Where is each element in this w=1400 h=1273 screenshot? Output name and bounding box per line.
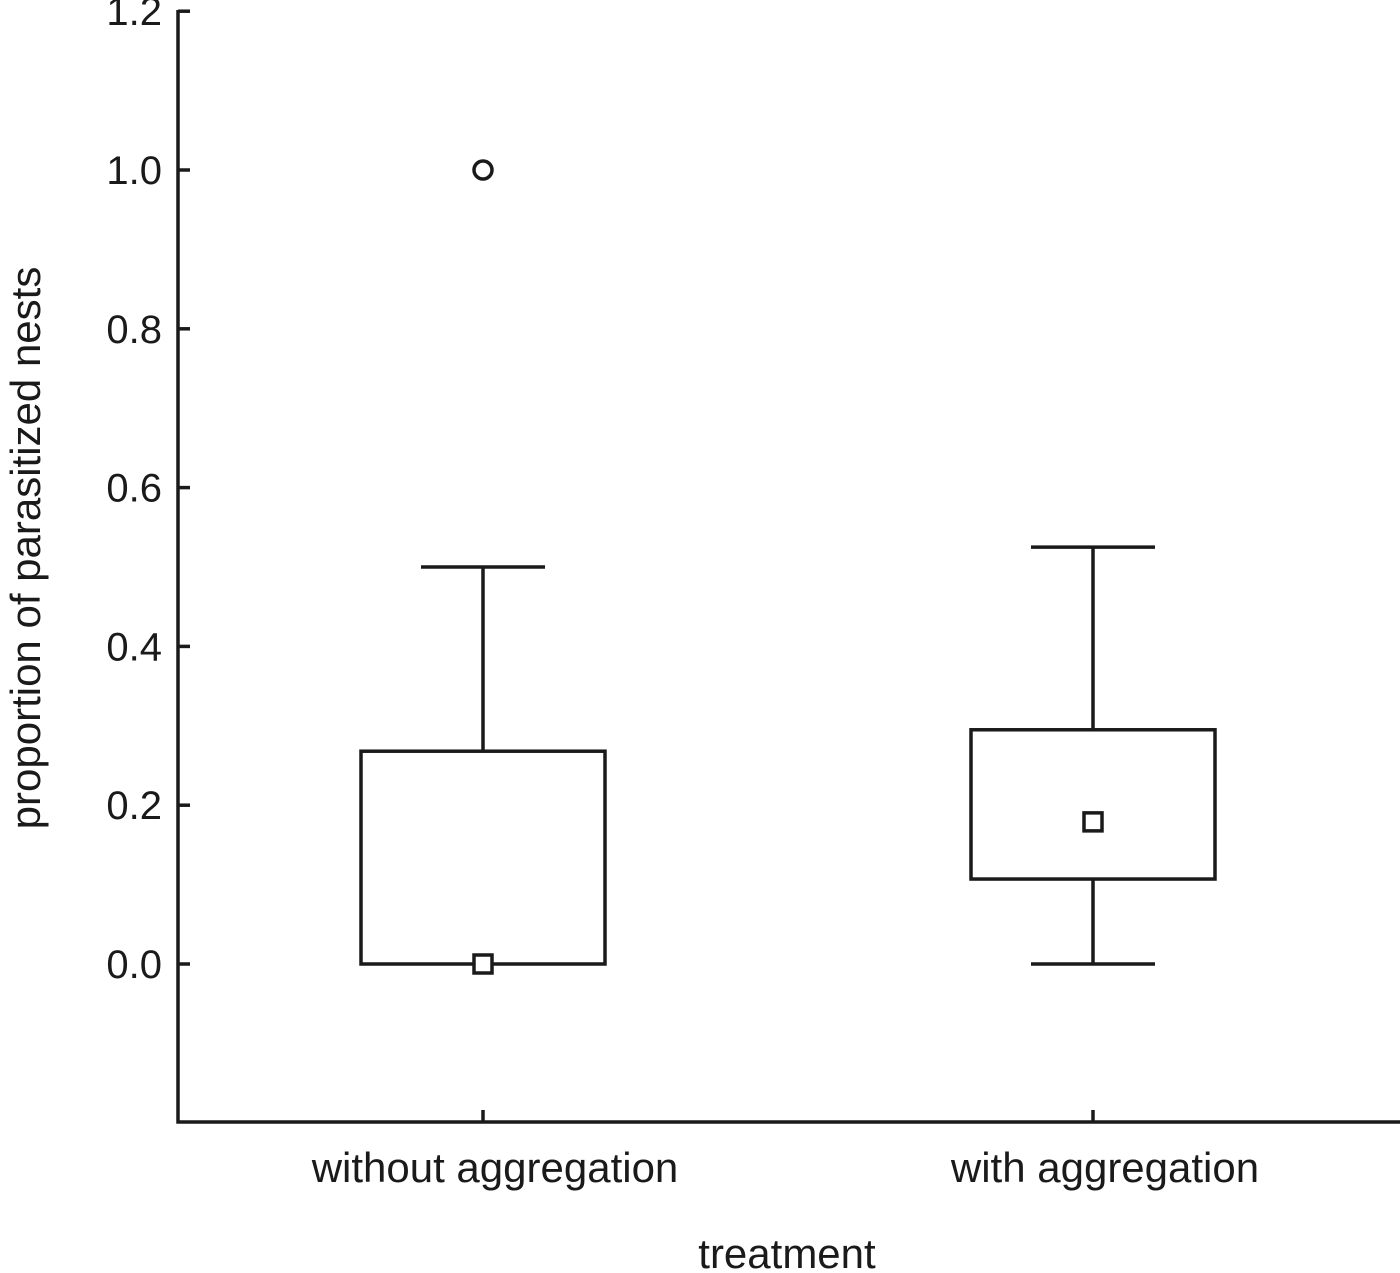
y-tick-label: 0.0 <box>106 943 162 987</box>
axes <box>176 10 1400 1124</box>
x-tick-label: without aggregation <box>311 1144 679 1191</box>
x-tick-label: with aggregation <box>950 1144 1259 1191</box>
y-tick-label: 1.2 <box>106 0 162 34</box>
y-tick-label: 0.6 <box>106 467 162 511</box>
x-axis-label: treatment <box>698 1230 876 1273</box>
iqr-box <box>359 749 607 966</box>
iqr-box <box>969 728 1217 881</box>
y-tick-label: 0.2 <box>106 784 162 828</box>
boxes <box>359 159 1217 975</box>
box-0 <box>359 159 607 975</box>
y-axis-label: proportion of parasitized nests <box>2 267 49 830</box>
y-tick-label: 1.0 <box>106 149 162 193</box>
x-axis-ticks: without aggregation with aggregation <box>311 1110 1259 1191</box>
box-1 <box>969 545 1217 966</box>
y-axis-ticks: 0.0 0.2 0.4 0.6 0.8 1.0 1.2 <box>106 0 190 987</box>
y-tick-label: 0.4 <box>106 625 162 669</box>
y-tick-label: 0.8 <box>106 308 162 352</box>
median-marker <box>1082 811 1104 833</box>
median-marker <box>472 953 494 975</box>
outlier-point <box>472 159 494 181</box>
